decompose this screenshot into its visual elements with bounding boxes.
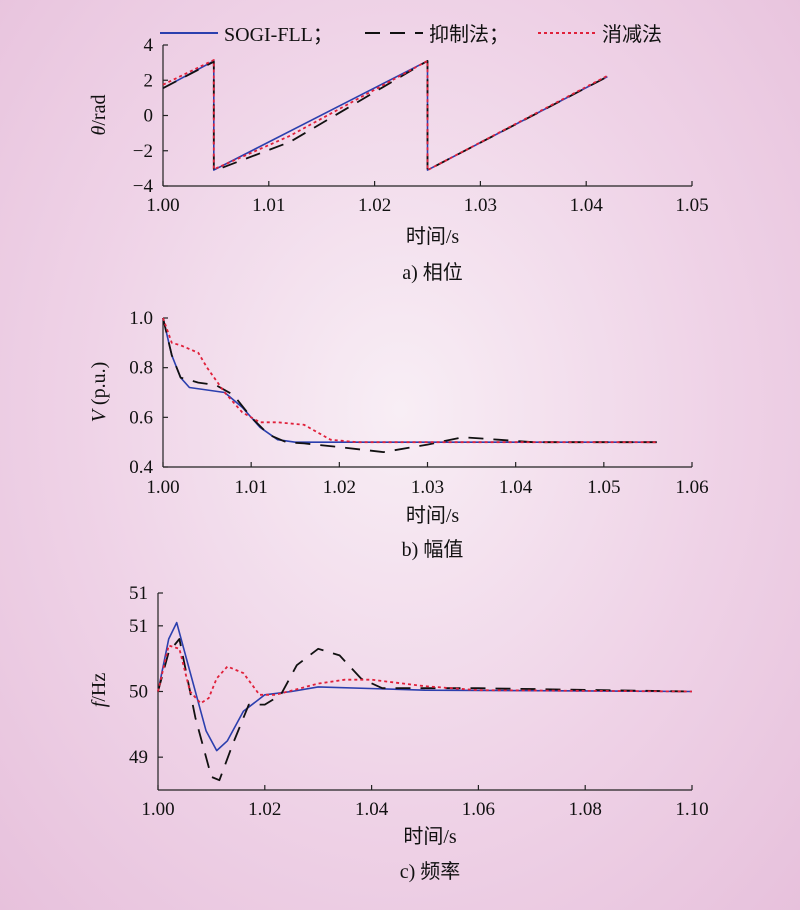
x-tick-label: 1.00 [146,195,179,216]
panel-caption: b) 幅值 [402,538,464,561]
y-axis-label: f/Hz [88,673,110,708]
y-axis-symbol: θ [88,125,110,135]
series-line-reduction [162,317,657,444]
y-tick-label: 2 [144,70,154,91]
x-tick-label: 1.10 [675,799,708,820]
y-tick-label: 0.6 [129,407,153,428]
y-tick-label: 49 [129,747,148,768]
x-tick-label: 1.01 [235,477,268,498]
x-tick-label: 1.08 [569,799,602,820]
x-tick-label: 1.03 [464,195,497,216]
x-tick-label: 1.06 [675,477,708,498]
x-tick-label: 1.00 [146,477,179,498]
x-tick-label: 1.04 [570,195,604,216]
x-axis-label: 时间/s [403,825,457,848]
y-tick-label: 51 [129,583,148,604]
series-line-suppression [157,638,693,782]
y-tick-label: 1.0 [129,308,153,329]
chart-panel-2: 1.00 1.01 1.02 1.03 1.04 1.05 1.06 1.0 0.8 0.6 0.4… [88,308,709,561]
x-tick-label: 1.04 [499,477,533,498]
y-tick-label: 0 [144,106,154,127]
panel-caption: a) 相位 [402,261,463,284]
y-axis-label: V (p.u.) [88,362,110,423]
chart-panel-1: 1.00 1.01 1.02 1.03 1.04 1.05 4 2 0 −2 −4 时间/s θ/rad… [88,35,709,284]
legend-label-suppression: 抑制法； [429,23,509,46]
chart-panel-3: 1.00 1.02 1.04 1.06 1.08 1.10 49 50 51 51 时间/s f/Hz… [88,583,709,883]
y-axis-symbol: V [88,407,110,422]
panels: 1.00 1.01 1.02 1.03 1.04 1.05 4 2 0 −2 −4 时间/s θ/rad… [88,35,709,883]
y-axis-unit: /Hz [88,673,110,702]
y-tick-label: 0.8 [129,358,153,379]
x-tick-label: 1.01 [252,195,285,216]
series-line-reduction [157,644,693,705]
x-axis-label: 时间/s [406,225,460,248]
x-tick-label: 1.00 [141,799,174,820]
y-tick-label: 0.4 [129,457,153,478]
y-axis-label: θ/rad [88,95,110,136]
x-axis-label: 时间/s [406,504,460,527]
y-axis-symbol: f [88,699,110,707]
y-tick-label: 4 [144,35,154,56]
panel-caption: c) 频率 [400,860,461,883]
x-tick-label: 1.02 [248,799,281,820]
y-axis-unit: /rad [88,95,110,126]
series-line-sogi-fll [162,317,657,444]
y-tick-label: −4 [133,176,154,197]
series-line-sogi-fll [162,60,608,171]
x-tick-label: 1.03 [411,477,444,498]
x-tick-label: 1.05 [675,195,708,216]
x-tick-label: 1.02 [358,195,391,216]
series-line-suppression [162,317,657,454]
series-line-suppression [162,60,608,172]
legend-label-reduction: 消减法 [602,23,662,46]
y-tick-label: 50 [129,682,148,703]
y-tick-label: 51 [129,616,148,637]
y-tick-label: −2 [133,141,153,162]
x-tick-label: 1.05 [587,477,620,498]
series-line-reduction [162,59,608,172]
y-axis-unit: (p.u.) [88,362,110,410]
legend: SOGI-FLL； 抑制法； 消减法 [160,23,662,46]
x-tick-label: 1.06 [462,799,495,820]
x-tick-label: 1.02 [323,477,356,498]
x-tick-label: 1.04 [355,799,389,820]
legend-label-sogi-fll: SOGI-FLL； [224,24,333,46]
series-line-sogi-fll [157,621,693,752]
